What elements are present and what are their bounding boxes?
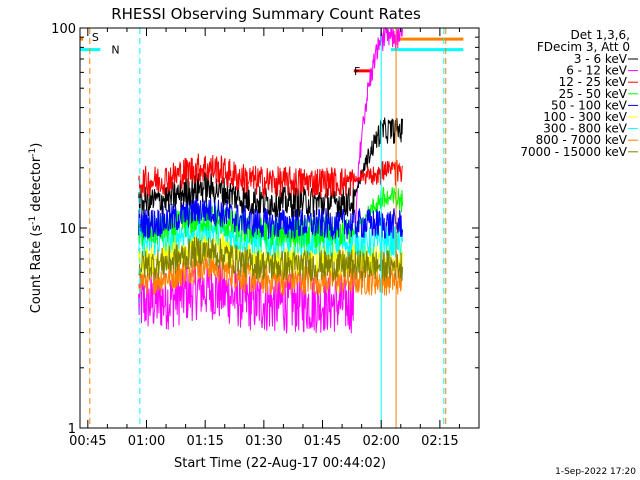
series-line-3-6keV: [138, 117, 403, 218]
x-tick-label-01:30: 01:30: [245, 434, 282, 449]
y-axis-label: Count Rate (s-1 detector-1): [28, 143, 44, 314]
legend-entry-25-50keV: 25 - 50 keV: [559, 87, 628, 101]
x-axis: 00:45 01:00 01:15 01:30 01:45 02:00 02:15: [69, 28, 460, 449]
x-tick-label-02:15: 02:15: [421, 434, 458, 449]
series-line-300-800keV: [138, 212, 403, 258]
legend-entry-100-300keV: 100 - 300 keV: [543, 110, 627, 124]
x-tick-label-01:45: 01:45: [304, 434, 341, 449]
legend-entry-12-25keV: 12 - 25 keV: [559, 75, 628, 89]
legend-entry-6-12keV: 6 - 12 keV: [566, 64, 628, 78]
x-tick-label-02:00: 02:00: [362, 434, 399, 449]
series-line-50-100keV: [138, 195, 403, 240]
legend-header-line-2: FDecim 3, Att 0: [537, 40, 630, 54]
series-line-7000-15000keV: [138, 236, 403, 282]
footer-date: 1-Sep-2022 17:20: [555, 467, 636, 477]
y-tick-label-100: 100: [51, 22, 76, 37]
legend-header-line-1: Det 1,3,6,: [571, 28, 631, 42]
x-axis-label: Start Time (22-Aug-17 00:44:02): [174, 456, 386, 471]
legend-entry-50-100keV: 50 - 100 keV: [551, 98, 628, 112]
x-tick-label-01:00: 01:00: [128, 434, 165, 449]
y-tick-label-10: 10: [59, 222, 76, 237]
legend-entry-3-6keV: 3 - 6 keV: [574, 52, 628, 66]
x-tick-label-01:15: 01:15: [186, 434, 223, 449]
chart-title: RHESSI Observing Summary Count Rates: [111, 5, 421, 23]
flag-label-N: N: [111, 44, 119, 57]
legend-entry-300-800keV: 300 - 800 keV: [543, 122, 627, 136]
legend-entry-7000-15000keV: 7000 - 15000 keV: [520, 145, 627, 159]
legend-entry-800-7000keV: 800 - 7000 keV: [536, 133, 628, 147]
plot-area: SN F: [80, 28, 464, 428]
flag-label-F: F: [354, 65, 360, 78]
flag-label-S: S: [92, 31, 99, 44]
y-tick-label-1: 1: [68, 422, 76, 437]
series-line-12-25keV: [138, 153, 403, 200]
y-axis: 1 10 100: [51, 22, 479, 437]
x-tick-label-00:45: 00:45: [69, 434, 106, 449]
series-line-800-7000keV: [138, 251, 403, 296]
